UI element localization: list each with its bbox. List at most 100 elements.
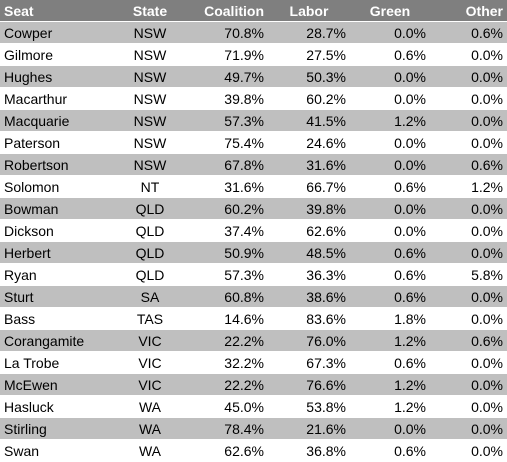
green-cell: 1.2% bbox=[350, 395, 430, 418]
labor-cell: 60.2% bbox=[268, 87, 350, 110]
seat-cell: Swan bbox=[0, 439, 118, 462]
green-cell: 0.0% bbox=[350, 153, 430, 176]
state-cell: NSW bbox=[118, 153, 182, 176]
state-cell: QLD bbox=[118, 219, 182, 242]
state-cell: NSW bbox=[118, 65, 182, 88]
table-row: Dickson QLD 37.4% 62.6% 0.0% 0.0% bbox=[0, 219, 507, 242]
column-header-labor[interactable]: Labor bbox=[268, 0, 350, 22]
table-row: Robertson NSW 67.8% 31.6% 0.0% 0.6% bbox=[0, 153, 507, 176]
coalition-cell: 62.6% bbox=[182, 439, 268, 462]
seat-cell: Solomon bbox=[0, 175, 118, 198]
state-cell: VIC bbox=[118, 329, 182, 352]
coalition-cell: 60.2% bbox=[182, 197, 268, 220]
state-cell: QLD bbox=[118, 263, 182, 286]
state-cell: NSW bbox=[118, 109, 182, 132]
green-cell: 0.6% bbox=[350, 285, 430, 308]
column-header-other[interactable]: Other bbox=[430, 0, 507, 22]
seat-cell: Bass bbox=[0, 307, 118, 330]
coalition-cell: 22.2% bbox=[182, 373, 268, 396]
labor-cell: 83.6% bbox=[268, 307, 350, 330]
seat-cell: McEwen bbox=[0, 373, 118, 396]
column-header-green[interactable]: Green bbox=[350, 0, 430, 22]
table-row: La Trobe VIC 32.2% 67.3% 0.6% 0.0% bbox=[0, 351, 507, 374]
coalition-cell: 71.9% bbox=[182, 43, 268, 66]
green-cell: 0.0% bbox=[350, 65, 430, 88]
table-row: Macquarie NSW 57.3% 41.5% 1.2% 0.0% bbox=[0, 109, 507, 132]
green-cell: 0.6% bbox=[350, 439, 430, 462]
state-cell: NT bbox=[118, 175, 182, 198]
table-row: Gilmore NSW 71.9% 27.5% 0.6% 0.0% bbox=[0, 43, 507, 66]
table-row: Macarthur NSW 39.8% 60.2% 0.0% 0.0% bbox=[0, 87, 507, 110]
coalition-cell: 37.4% bbox=[182, 219, 268, 242]
coalition-cell: 14.6% bbox=[182, 307, 268, 330]
labor-cell: 41.5% bbox=[268, 109, 350, 132]
green-cell: 0.0% bbox=[350, 219, 430, 242]
seat-cell: Bowman bbox=[0, 197, 118, 220]
other-cell: 0.0% bbox=[430, 241, 507, 264]
coalition-cell: 67.8% bbox=[182, 153, 268, 176]
coalition-cell: 57.3% bbox=[182, 263, 268, 286]
other-cell: 0.0% bbox=[430, 131, 507, 154]
column-header-seat[interactable]: Seat bbox=[0, 0, 118, 22]
table-row: Bowman QLD 60.2% 39.8% 0.0% 0.0% bbox=[0, 197, 507, 220]
labor-cell: 31.6% bbox=[268, 153, 350, 176]
state-cell: WA bbox=[118, 395, 182, 418]
green-cell: 0.6% bbox=[350, 351, 430, 374]
coalition-cell: 60.8% bbox=[182, 285, 268, 308]
table-row: Sturt SA 60.8% 38.6% 0.6% 0.0% bbox=[0, 285, 507, 308]
labor-cell: 21.6% bbox=[268, 417, 350, 440]
green-cell: 0.0% bbox=[350, 197, 430, 220]
other-cell: 0.0% bbox=[430, 285, 507, 308]
seat-cell: Hasluck bbox=[0, 395, 118, 418]
green-cell: 1.2% bbox=[350, 109, 430, 132]
seat-cell: Stirling bbox=[0, 417, 118, 440]
labor-cell: 36.8% bbox=[268, 439, 350, 462]
other-cell: 0.6% bbox=[430, 21, 507, 44]
other-cell: 5.8% bbox=[430, 263, 507, 286]
labor-cell: 24.6% bbox=[268, 131, 350, 154]
seat-cell: Paterson bbox=[0, 131, 118, 154]
green-cell: 0.6% bbox=[350, 175, 430, 198]
green-cell: 0.0% bbox=[350, 21, 430, 44]
column-header-coalition[interactable]: Coalition bbox=[182, 0, 268, 22]
labor-cell: 67.3% bbox=[268, 351, 350, 374]
header-row: Seat State Coalition Labor Green Other bbox=[0, 0, 507, 22]
green-cell: 0.0% bbox=[350, 417, 430, 440]
labor-cell: 27.5% bbox=[268, 43, 350, 66]
table-row: Ryan QLD 57.3% 36.3% 0.6% 5.8% bbox=[0, 263, 507, 286]
labor-cell: 76.0% bbox=[268, 329, 350, 352]
coalition-cell: 49.7% bbox=[182, 65, 268, 88]
state-cell: QLD bbox=[118, 241, 182, 264]
green-cell: 0.6% bbox=[350, 263, 430, 286]
table-row: Bass TAS 14.6% 83.6% 1.8% 0.0% bbox=[0, 307, 507, 330]
other-cell: 1.2% bbox=[430, 175, 507, 198]
other-cell: 0.0% bbox=[430, 307, 507, 330]
green-cell: 0.0% bbox=[350, 87, 430, 110]
seat-cell: Hughes bbox=[0, 65, 118, 88]
table-row: Hughes NSW 49.7% 50.3% 0.0% 0.0% bbox=[0, 65, 507, 88]
column-header-state[interactable]: State bbox=[118, 0, 182, 22]
seat-cell: Macarthur bbox=[0, 87, 118, 110]
state-cell: NSW bbox=[118, 87, 182, 110]
state-cell: NSW bbox=[118, 131, 182, 154]
state-cell: VIC bbox=[118, 351, 182, 374]
seat-cell: Dickson bbox=[0, 219, 118, 242]
seat-cell: Cowper bbox=[0, 21, 118, 44]
other-cell: 0.6% bbox=[430, 329, 507, 352]
seat-cell: La Trobe bbox=[0, 351, 118, 374]
state-cell: NSW bbox=[118, 21, 182, 44]
labor-cell: 50.3% bbox=[268, 65, 350, 88]
labor-cell: 62.6% bbox=[268, 219, 350, 242]
table-row: Herbert QLD 50.9% 48.5% 0.6% 0.0% bbox=[0, 241, 507, 264]
other-cell: 0.0% bbox=[430, 395, 507, 418]
table-row: McEwen VIC 22.2% 76.6% 1.2% 0.0% bbox=[0, 373, 507, 396]
green-cell: 1.2% bbox=[350, 373, 430, 396]
seat-cell: Herbert bbox=[0, 241, 118, 264]
state-cell: WA bbox=[118, 417, 182, 440]
other-cell: 0.0% bbox=[430, 439, 507, 462]
labor-cell: 39.8% bbox=[268, 197, 350, 220]
state-cell: WA bbox=[118, 439, 182, 462]
state-cell: VIC bbox=[118, 373, 182, 396]
coalition-cell: 45.0% bbox=[182, 395, 268, 418]
